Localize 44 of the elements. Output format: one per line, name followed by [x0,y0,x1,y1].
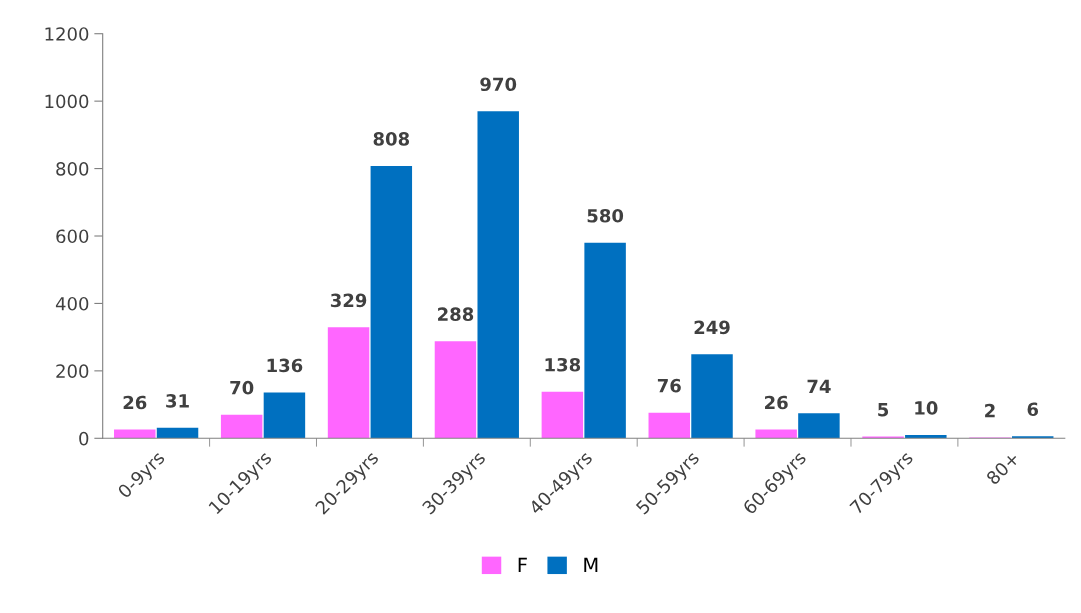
bar [114,429,156,439]
data-label: 10 [915,401,938,415]
data-label: 70 [230,380,254,395]
data-label: 329 [330,293,367,308]
y-tick-label: 800 [56,162,89,176]
bar [370,165,413,439]
y-tick-label: 600 [56,229,89,244]
bar [755,429,797,439]
data-label: 138 [545,357,581,372]
bar [584,242,626,439]
bar [263,392,306,439]
data-label: 970 [480,77,517,92]
bar [691,354,733,439]
data-label: 2 [985,403,995,418]
bar [327,327,370,439]
y-tick-label: 0 [79,431,89,446]
y-tick-label: 1200 [45,27,89,41]
bar [905,434,947,439]
data-label: 31 [166,394,189,408]
bar [648,412,690,439]
data-label: 249 [694,320,730,335]
bar [1011,436,1054,439]
data-label: 288 [438,307,474,322]
bar [541,391,584,439]
legend-label: M [584,557,598,573]
bar [220,414,263,439]
data-label: 26 [765,395,788,410]
data-label: 74 [807,379,831,393]
data-label: 76 [657,378,681,393]
data-label: 808 [373,132,410,146]
bar [477,111,519,439]
y-tick-label: 400 [55,296,89,311]
bar [156,427,199,439]
data-label: 6 [1027,402,1039,417]
data-label: 26 [123,395,147,410]
y-tick-label: 200 [56,364,89,378]
data-label: 136 [267,358,303,373]
data-label: 580 [587,208,624,223]
bar [434,341,477,439]
legend-label: F [518,557,527,573]
y-tick-label: 1000 [45,94,89,109]
data-label: 5 [878,403,889,417]
x-tick-label: 80+ [985,450,1020,486]
bar [798,413,840,439]
